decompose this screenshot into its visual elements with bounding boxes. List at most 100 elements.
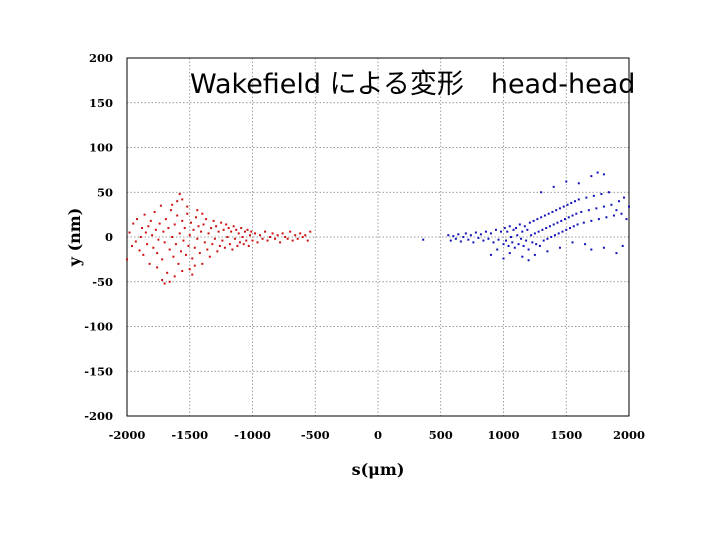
data-point <box>151 234 154 237</box>
data-point <box>261 237 264 240</box>
data-point <box>605 216 608 219</box>
data-point <box>188 234 191 237</box>
y-tick-label: -200 <box>84 409 113 423</box>
data-point <box>520 237 523 240</box>
data-point <box>223 246 226 249</box>
data-point <box>247 244 250 247</box>
data-point <box>222 228 225 231</box>
data-point <box>531 241 534 244</box>
data-point <box>620 212 623 215</box>
data-point <box>580 210 583 213</box>
data-point <box>571 241 574 244</box>
data-point <box>192 228 195 231</box>
data-point <box>536 218 539 221</box>
data-point <box>535 243 538 246</box>
data-point <box>571 214 574 217</box>
data-point <box>248 234 251 237</box>
data-point <box>503 227 506 230</box>
data-point <box>152 246 155 249</box>
data-point <box>558 207 561 210</box>
data-point <box>182 239 185 242</box>
data-point <box>177 262 180 265</box>
data-point <box>309 230 312 233</box>
data-point <box>196 209 199 212</box>
data-point <box>167 227 170 230</box>
data-point <box>190 221 193 224</box>
data-point <box>210 227 213 230</box>
data-point <box>198 252 201 255</box>
data-point <box>464 232 467 235</box>
data-point <box>153 210 156 213</box>
data-point <box>518 223 521 226</box>
data-point <box>511 241 514 244</box>
data-point <box>449 239 452 242</box>
data-point <box>200 230 203 233</box>
grid-layer <box>127 58 629 416</box>
data-point <box>178 193 181 196</box>
data-point <box>512 228 515 231</box>
data-point <box>472 241 475 244</box>
data-point <box>602 173 605 176</box>
data-point <box>570 201 573 204</box>
data-point <box>291 239 294 242</box>
data-point <box>584 243 587 246</box>
data-point <box>128 231 131 234</box>
data-point <box>250 230 253 233</box>
data-point <box>567 216 570 219</box>
data-point <box>236 244 239 247</box>
data-point <box>516 234 519 237</box>
data-point <box>615 252 618 255</box>
data-point <box>555 209 558 212</box>
data-point <box>126 258 128 261</box>
data-point <box>132 222 135 225</box>
data-point <box>595 207 598 210</box>
data-point <box>134 240 137 243</box>
data-point <box>217 230 220 233</box>
data-point <box>191 273 194 276</box>
data-point <box>454 237 457 240</box>
data-point <box>552 223 555 226</box>
x-tick-label: 2000 <box>613 428 645 442</box>
data-point <box>186 212 189 215</box>
data-point <box>187 244 190 247</box>
data-point <box>494 228 497 231</box>
y-tick-label: 200 <box>89 51 113 65</box>
data-point <box>242 243 245 246</box>
data-point <box>577 182 580 185</box>
data-point <box>469 234 472 237</box>
data-point <box>304 234 307 237</box>
data-point <box>526 228 529 231</box>
data-point <box>572 225 575 228</box>
data-point <box>274 237 277 240</box>
x-tick-label: -1000 <box>234 428 271 442</box>
data-point <box>225 223 228 226</box>
data-point <box>276 234 279 237</box>
data-point <box>482 239 485 242</box>
data-point <box>196 237 199 240</box>
data-point <box>183 227 186 230</box>
data-point <box>625 218 628 221</box>
data-point <box>181 198 184 201</box>
data-point <box>201 212 204 215</box>
data-point <box>172 255 175 258</box>
data-point <box>181 219 184 222</box>
data-point <box>487 237 490 240</box>
data-point <box>161 278 164 281</box>
data-point <box>161 258 164 261</box>
data-point <box>163 282 166 285</box>
data-point <box>533 253 536 256</box>
data-point <box>138 249 141 252</box>
data-point <box>507 244 510 247</box>
data-point <box>551 210 554 213</box>
data-point <box>220 221 223 224</box>
data-point <box>240 227 243 230</box>
data-point <box>590 248 593 251</box>
data-point <box>212 219 215 222</box>
data-point <box>574 200 577 203</box>
data-point <box>615 209 618 212</box>
data-point <box>141 227 144 230</box>
y-tick-label: 100 <box>89 141 113 155</box>
data-point <box>169 209 172 212</box>
data-point <box>513 246 516 249</box>
y-tick-label: 150 <box>89 96 113 110</box>
